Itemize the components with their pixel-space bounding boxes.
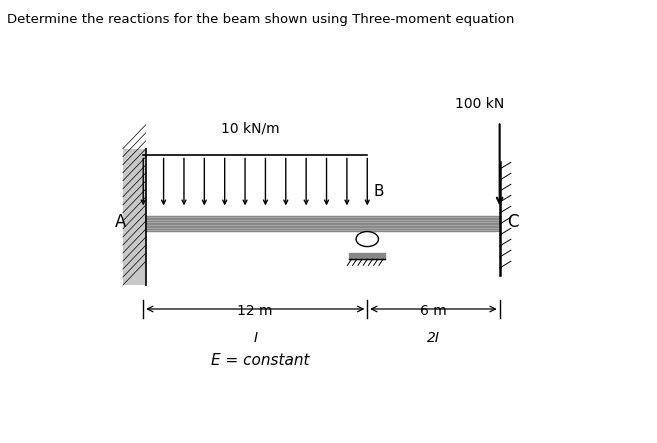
Bar: [123, 149, 146, 285]
Text: 6 m: 6 m: [420, 303, 447, 318]
Text: 2I: 2I: [427, 331, 440, 345]
Text: A: A: [114, 213, 126, 231]
Text: E = constant: E = constant: [211, 354, 309, 368]
Bar: [143, 216, 499, 231]
Text: B: B: [373, 184, 384, 199]
Text: I: I: [253, 331, 258, 345]
Text: 12 m: 12 m: [237, 303, 273, 318]
Circle shape: [356, 232, 378, 247]
Text: Determine the reactions for the beam shown using Three-moment equation: Determine the reactions for the beam sho…: [7, 13, 514, 26]
Text: 10 kN/m: 10 kN/m: [221, 121, 279, 135]
Bar: [350, 253, 385, 259]
Text: 100 kN: 100 kN: [455, 97, 504, 111]
Text: C: C: [507, 213, 518, 231]
